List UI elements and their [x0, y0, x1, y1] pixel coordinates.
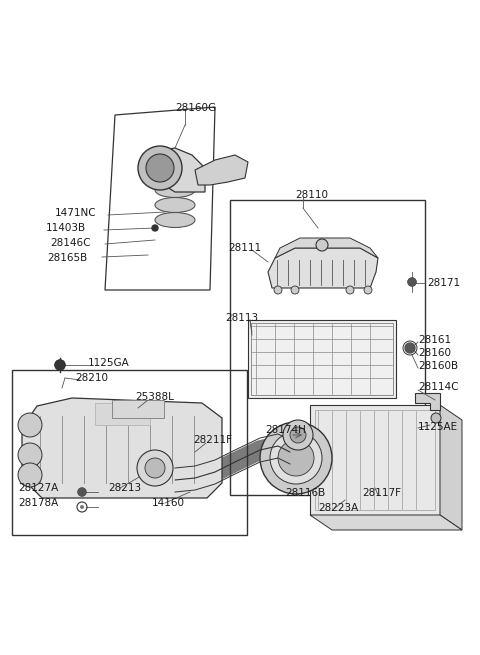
Polygon shape: [415, 393, 440, 410]
Bar: [251, 323, 393, 395]
Text: 28160G: 28160G: [175, 103, 216, 113]
Bar: [12, 370, 247, 535]
Text: 28117F: 28117F: [362, 488, 401, 498]
Text: 28146C: 28146C: [50, 238, 91, 248]
Text: 28160: 28160: [418, 348, 451, 358]
Text: 14160: 14160: [152, 498, 185, 508]
Text: 28171: 28171: [427, 278, 460, 288]
Text: 11403B: 11403B: [46, 223, 86, 233]
Circle shape: [138, 146, 182, 190]
Circle shape: [274, 286, 282, 294]
Circle shape: [316, 239, 328, 251]
Text: 25388L: 25388L: [135, 392, 174, 402]
Ellipse shape: [155, 212, 195, 227]
Circle shape: [270, 432, 322, 484]
Polygon shape: [22, 398, 222, 498]
Text: 28210: 28210: [75, 373, 108, 383]
Circle shape: [260, 422, 332, 494]
Circle shape: [18, 413, 42, 437]
Text: 28211F: 28211F: [193, 435, 232, 445]
Bar: [315, 410, 435, 510]
Circle shape: [146, 154, 174, 182]
Circle shape: [290, 427, 306, 443]
Text: 28160B: 28160B: [418, 361, 458, 371]
Text: 28110: 28110: [295, 190, 328, 200]
Text: 28178A: 28178A: [18, 498, 58, 508]
Text: 28161: 28161: [418, 335, 451, 345]
Ellipse shape: [155, 183, 195, 198]
Polygon shape: [440, 405, 462, 530]
Bar: [230, 200, 425, 495]
Text: 28213: 28213: [108, 483, 141, 493]
Circle shape: [291, 286, 299, 294]
Ellipse shape: [155, 198, 195, 212]
Polygon shape: [148, 148, 205, 192]
Bar: [112, 400, 164, 418]
Circle shape: [137, 450, 173, 486]
Bar: [310, 405, 440, 515]
Bar: [248, 320, 396, 398]
Circle shape: [80, 505, 84, 509]
Text: 28223A: 28223A: [318, 503, 358, 513]
Text: 28116B: 28116B: [285, 488, 325, 498]
Circle shape: [364, 286, 372, 294]
Circle shape: [408, 278, 416, 286]
Polygon shape: [275, 238, 378, 258]
Circle shape: [55, 360, 65, 370]
Text: 28127A: 28127A: [18, 483, 58, 493]
Text: 28165B: 28165B: [47, 253, 87, 263]
Circle shape: [18, 463, 42, 487]
Text: 1471NC: 1471NC: [55, 208, 96, 218]
Circle shape: [431, 413, 441, 423]
Bar: [95, 403, 150, 425]
Circle shape: [18, 443, 42, 467]
Circle shape: [283, 420, 313, 450]
Circle shape: [278, 440, 314, 476]
Text: 1125AE: 1125AE: [418, 422, 458, 432]
Circle shape: [346, 286, 354, 294]
Text: 28111: 28111: [228, 243, 261, 253]
Polygon shape: [310, 515, 462, 530]
Text: 28114C: 28114C: [418, 382, 458, 392]
Circle shape: [152, 225, 158, 231]
Polygon shape: [268, 248, 378, 288]
Circle shape: [145, 458, 165, 478]
Text: 1125GA: 1125GA: [88, 358, 130, 368]
Text: 28174H: 28174H: [265, 425, 306, 435]
Circle shape: [405, 343, 415, 353]
Text: 28113: 28113: [225, 313, 258, 323]
Polygon shape: [195, 155, 248, 185]
Circle shape: [78, 488, 86, 496]
